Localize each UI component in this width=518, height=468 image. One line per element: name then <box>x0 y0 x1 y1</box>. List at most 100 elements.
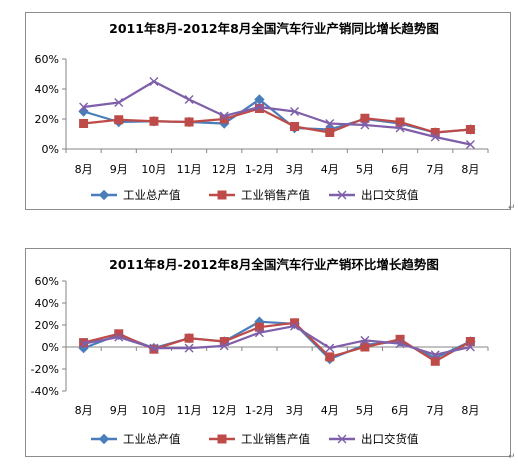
data-point <box>430 356 440 366</box>
data-point <box>290 107 300 116</box>
legend-symbol-marker <box>217 190 227 200</box>
x-tick-label: 9月 <box>110 163 128 176</box>
data-point <box>184 117 194 127</box>
chart-mom-panel: 2011年8月-2012年8月全国汽车行业产销环比增长趋势图 60% 40% 20% 0… <box>25 248 511 457</box>
legend: 工业总产值 工业销售产值 出口交货值 <box>91 432 419 446</box>
x-tick-label: 11月 <box>177 163 202 176</box>
data-point <box>395 334 405 344</box>
x-tick-label: 8月 <box>461 404 479 417</box>
x-tick-label: 7月 <box>426 163 444 176</box>
paragraph-mark: ↵ <box>508 452 516 462</box>
data-point <box>430 132 440 142</box>
x-tick-label: 3月 <box>286 404 304 417</box>
series-2 <box>79 318 475 366</box>
legend-label: 出口交货值 <box>361 188 419 202</box>
x-tick-label: 1-2月 <box>245 163 274 176</box>
y-tick-label: 20% <box>35 319 59 332</box>
x-tick-label: 3月 <box>286 163 304 176</box>
series-line <box>83 324 471 356</box>
legend-label: 出口交货值 <box>361 432 419 446</box>
x-tick-label: 5月 <box>356 163 374 176</box>
data-point <box>325 119 335 128</box>
series-3 <box>79 77 475 149</box>
data-point <box>219 341 229 351</box>
x-tick-label: 8月 <box>461 163 479 176</box>
x-tick-label: 4月 <box>321 163 339 176</box>
legend-label: 工业销售产值 <box>241 188 310 202</box>
x-tick-label: 12月 <box>212 404 237 417</box>
series-line <box>83 320 471 361</box>
data-point <box>79 102 89 112</box>
data-point <box>149 343 159 353</box>
series-line <box>83 80 471 146</box>
legend-symbol-marker <box>217 434 227 444</box>
legend-label: 工业总产值 <box>123 188 181 202</box>
series-line <box>83 107 471 134</box>
chart-title: 2011年8月-2012年8月全国汽车行业产销同比增长趋势图 <box>109 21 439 36</box>
data-point <box>360 120 370 130</box>
data-point <box>78 106 89 117</box>
x-tick-label: 10月 <box>141 163 166 176</box>
data-point <box>149 116 159 126</box>
data-point <box>325 352 335 362</box>
data-point <box>325 343 335 353</box>
series-3 <box>79 321 475 360</box>
legend-label: 工业总产值 <box>123 432 181 446</box>
x-tick-label: 7月 <box>426 404 444 417</box>
x-tick-label: 6月 <box>391 404 409 417</box>
y-tick-label: 0% <box>42 341 59 354</box>
data-point <box>184 343 194 353</box>
x-tick-label: 1-2月 <box>245 404 274 417</box>
data-point <box>395 339 405 349</box>
data-point <box>395 117 405 127</box>
chart-mom: 2011年8月-2012年8月全国汽车行业产销环比增长趋势图 60% 40% 20% 0… <box>31 257 489 446</box>
x-tick-label: 9月 <box>110 404 128 417</box>
legend-symbol-marker <box>98 433 110 445</box>
data-point <box>114 98 124 107</box>
data-point <box>219 111 229 121</box>
y-tick-label: 40% <box>35 297 59 310</box>
paragraph-mark: ↵ <box>508 203 516 213</box>
data-point <box>254 102 264 112</box>
x-tick-label: 11月 <box>177 404 202 417</box>
data-point <box>325 128 335 137</box>
legend: 工业总产值 工业销售产值 出口交货值 <box>91 188 419 202</box>
x-tick-label: 6月 <box>391 163 409 176</box>
data-point <box>254 328 264 338</box>
legend-symbol-marker <box>337 190 347 200</box>
data-point <box>149 77 159 86</box>
x-tick-label: 10月 <box>141 404 166 417</box>
data-point <box>184 333 194 343</box>
y-tick-label: 60% <box>35 275 59 288</box>
chart-yoy: 2011年8月-2012年8月全国汽车行业产销同比增长趋势图 60% 40% 20% 0… <box>35 21 489 202</box>
series-line <box>83 98 471 134</box>
data-point <box>114 332 124 342</box>
y-tick-label: -20% <box>31 363 59 376</box>
data-point <box>79 119 89 128</box>
legend-symbol-marker <box>337 434 347 444</box>
data-point <box>360 342 370 352</box>
data-point <box>184 95 194 104</box>
x-tick-label: 5月 <box>356 404 374 417</box>
x-tick-label: 8月 <box>75 163 93 176</box>
y-tick-label: -40% <box>31 385 59 398</box>
data-point <box>149 344 159 354</box>
chart-title: 2011年8月-2012年8月全国汽车行业产销环比增长趋势图 <box>109 257 439 272</box>
data-point <box>465 337 475 346</box>
x-tick-label: 8月 <box>75 404 93 417</box>
y-tick-label: 0% <box>42 143 59 156</box>
y-tick-label: 40% <box>35 83 59 96</box>
series-2 <box>79 104 475 137</box>
y-tick-label: 20% <box>35 113 59 126</box>
legend-label: 工业销售产值 <box>241 432 310 446</box>
data-point <box>254 322 264 332</box>
data-point <box>465 342 475 352</box>
data-point <box>430 350 440 360</box>
data-point <box>465 140 475 149</box>
data-point <box>395 123 405 133</box>
data-point <box>360 113 370 123</box>
chart-yoy-panel: 2011年8月-2012年8月全国汽车行业产销同比增长趋势图 60% 40% 20% 0… <box>25 12 511 210</box>
data-point <box>114 115 124 125</box>
x-tick-label: 4月 <box>321 404 339 417</box>
data-point <box>79 339 89 349</box>
